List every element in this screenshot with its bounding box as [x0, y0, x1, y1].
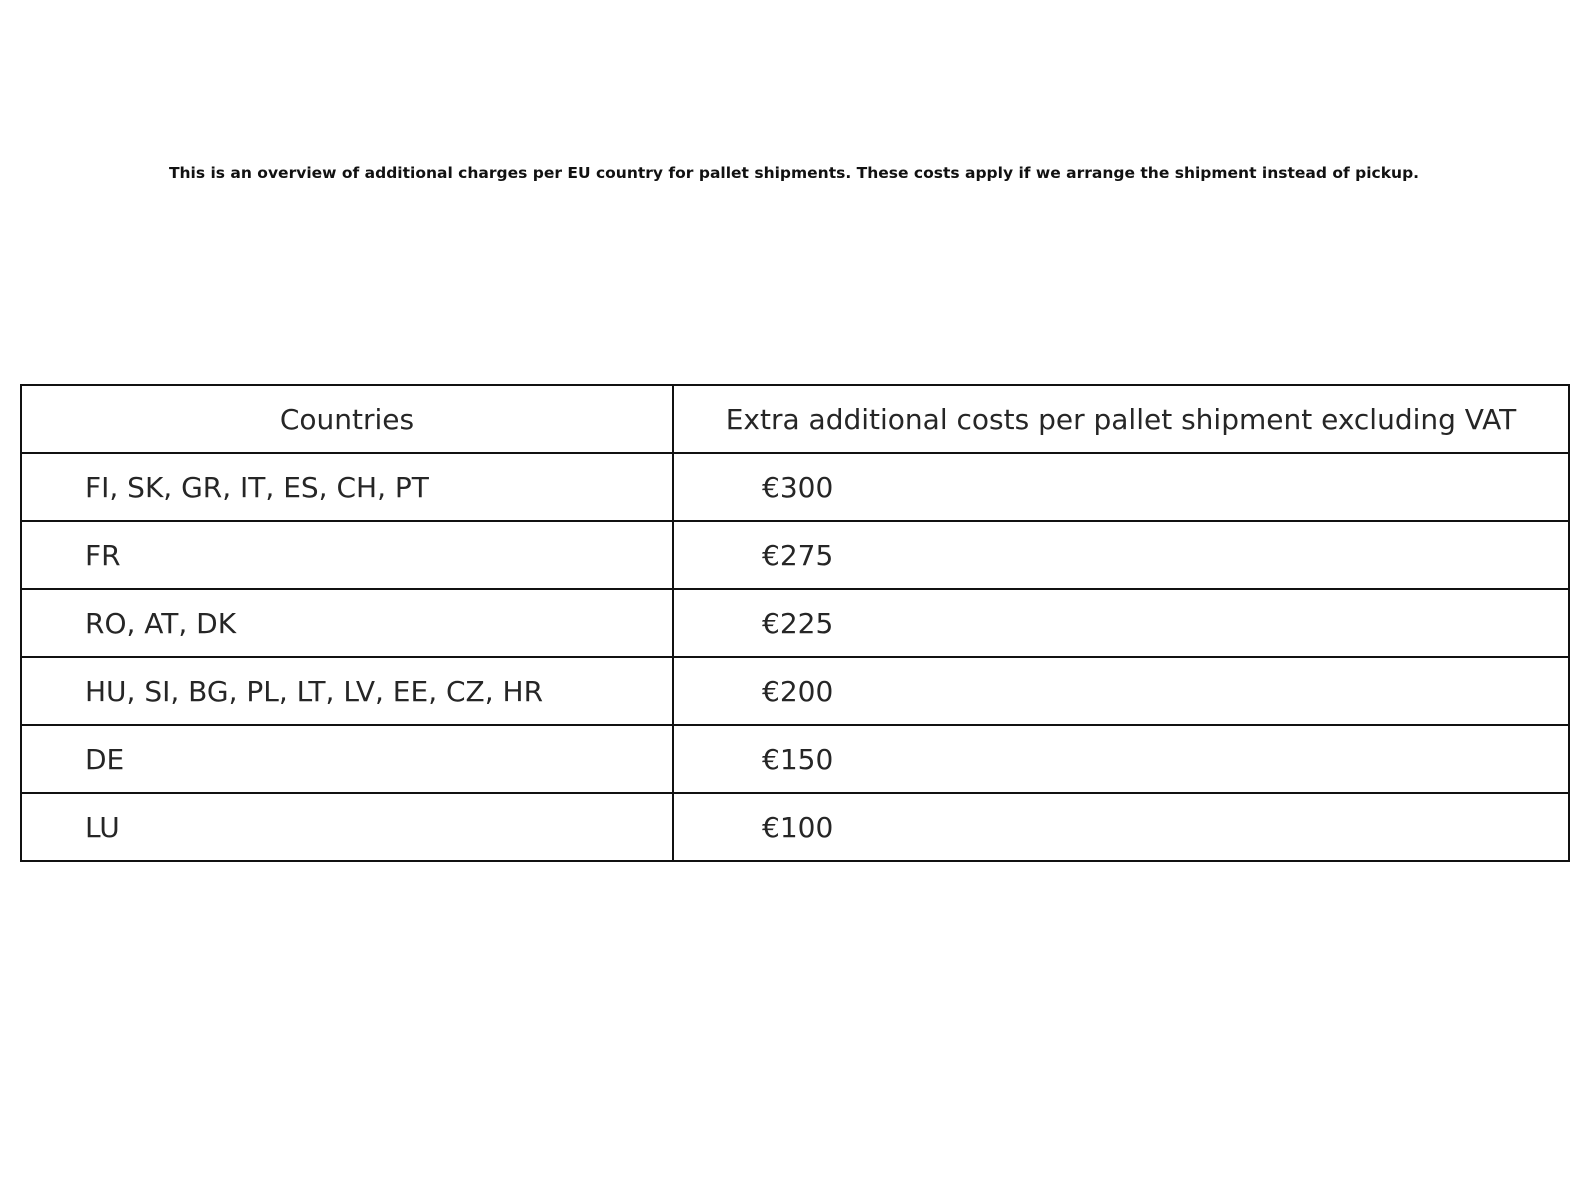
pallet-charges-table: Countries Extra additional costs per pal… — [20, 384, 1570, 862]
cost-cell: €225 — [672, 588, 1570, 658]
table-row: HU, SI, BG, PL, LT, LV, EE, CZ, HR €200 — [20, 656, 1570, 726]
table-row: DE €150 — [20, 724, 1570, 794]
intro-note: This is an overview of additional charge… — [168, 164, 1420, 182]
table-row: FR €275 — [20, 520, 1570, 590]
header-costs: Extra additional costs per pallet shipme… — [672, 384, 1570, 454]
countries-cell: LU — [20, 792, 674, 862]
countries-cell: FI, SK, GR, IT, ES, CH, PT — [20, 452, 674, 522]
table-row: RO, AT, DK €225 — [20, 588, 1570, 658]
countries-cell: HU, SI, BG, PL, LT, LV, EE, CZ, HR — [20, 656, 674, 726]
countries-cell: FR — [20, 520, 674, 590]
cost-cell: €200 — [672, 656, 1570, 726]
table-row: FI, SK, GR, IT, ES, CH, PT €300 — [20, 452, 1570, 522]
countries-cell: RO, AT, DK — [20, 588, 674, 658]
countries-cell: DE — [20, 724, 674, 794]
cost-cell: €100 — [672, 792, 1570, 862]
cost-cell: €150 — [672, 724, 1570, 794]
table-row: LU €100 — [20, 792, 1570, 862]
table-header-row: Countries Extra additional costs per pal… — [20, 384, 1570, 454]
header-countries: Countries — [20, 384, 674, 454]
cost-cell: €275 — [672, 520, 1570, 590]
cost-cell: €300 — [672, 452, 1570, 522]
